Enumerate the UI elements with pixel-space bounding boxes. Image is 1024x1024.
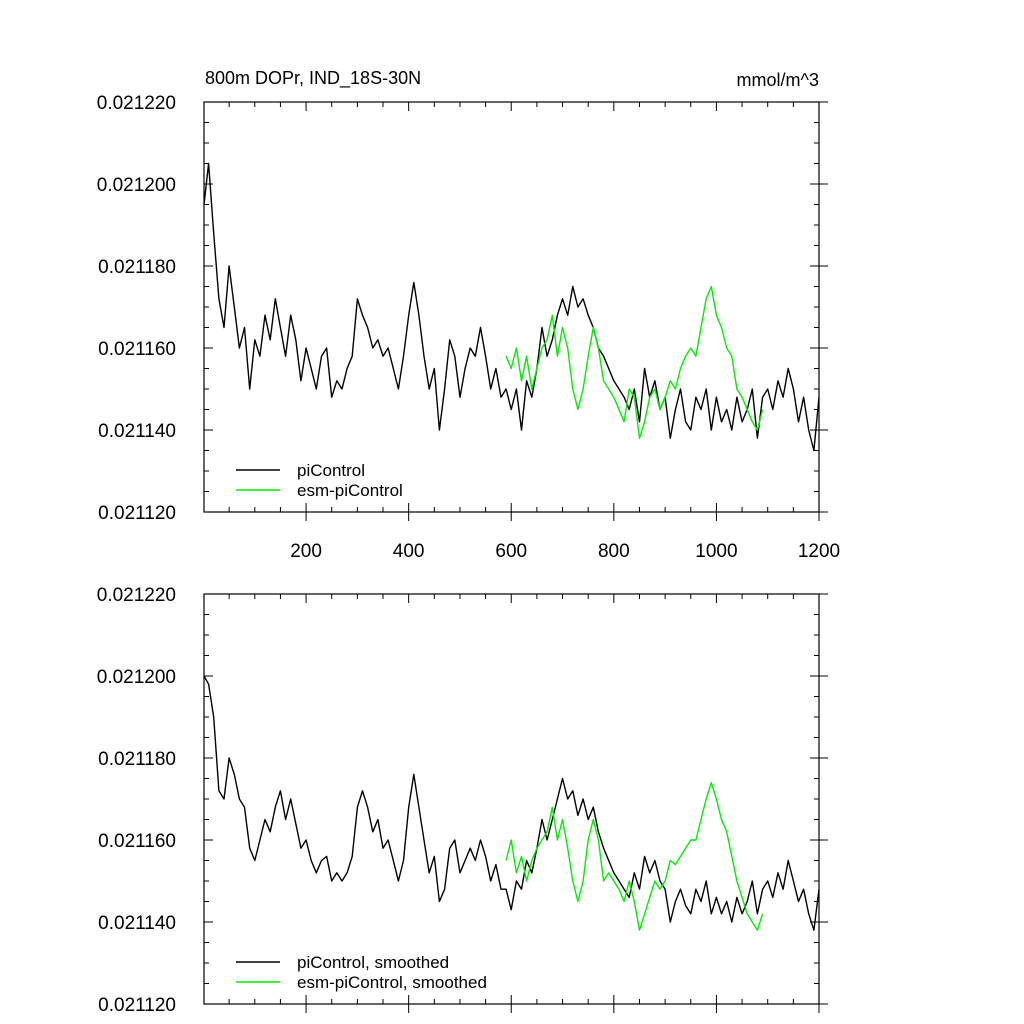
top-panel: 200 400 600 800 1000 1200 0.0211200.0211400.0…	[97, 68, 840, 562]
top-plot-frame	[203, 101, 820, 513]
x-tick-label: 400	[393, 541, 425, 562]
units-label: mmol/m^3	[737, 70, 819, 90]
series-line-esm-picontrol	[505, 285, 764, 439]
series-line-esm-picontrol-smoothed	[505, 781, 764, 931]
y-tick-label: 0.021200	[97, 667, 176, 688]
y-tick-label: 0.021220	[97, 585, 176, 606]
y-tick-label: 0.021200	[97, 175, 176, 196]
legend-label-esm-picontrol-smoothed: esm-piControl, smoothed	[297, 973, 487, 992]
y-tick-label: 0.021140	[98, 421, 176, 442]
x-tick-label: 200	[290, 541, 322, 562]
y-tick-label: 0.021140	[98, 913, 176, 934]
y-tick-label: 0.021120	[98, 995, 176, 1016]
top-x-ticks: 200 400 600 800 1000 1200	[228, 102, 840, 562]
top-series-group	[203, 162, 820, 452]
series-line-picontrol	[203, 162, 820, 452]
x-tick-label: 600	[495, 541, 527, 562]
top-y-ticks: 0.021120 0.021140 0.021160 0.021180 0.021200…	[97, 93, 828, 524]
y-tick-label: 0.021180	[98, 749, 176, 770]
series-line-picontrol-smoothed	[203, 675, 820, 931]
bottom-panel: 0.021120 0.021140 0.021160 0.021180 0.021200…	[97, 585, 828, 1016]
y-tick-label: 0.021160	[98, 339, 176, 360]
y-tick-label: 0.021120	[98, 503, 176, 524]
bottom-plot-frame	[203, 593, 820, 1005]
legend-label-picontrol-smoothed: piControl, smoothed	[297, 953, 449, 972]
chart-title: 800m DOPr, IND_18S-30N	[205, 68, 421, 89]
bottom-y-ticks: 0.021120 0.021140 0.021160 0.021180 0.021200…	[97, 585, 828, 1016]
legend-label-picontrol: piControl	[297, 461, 365, 480]
y-tick-label: 0.021160	[98, 831, 176, 852]
bottom-series-group	[203, 675, 820, 931]
y-tick-label: 0.021180	[98, 257, 176, 278]
x-tick-label: 1200	[798, 541, 840, 562]
y-tick-label: 0.021220	[97, 93, 176, 114]
legend-label-esm-picontrol: esm-piControl	[297, 481, 403, 500]
x-tick-label: 800	[598, 541, 630, 562]
x-tick-label: 1000	[695, 541, 737, 562]
bottom-legend: piControl, smoothed esm-piControl, smoot…	[236, 953, 487, 992]
top-legend: piControl esm-piControl	[236, 461, 403, 500]
bottom-x-ticks	[228, 594, 820, 1013]
